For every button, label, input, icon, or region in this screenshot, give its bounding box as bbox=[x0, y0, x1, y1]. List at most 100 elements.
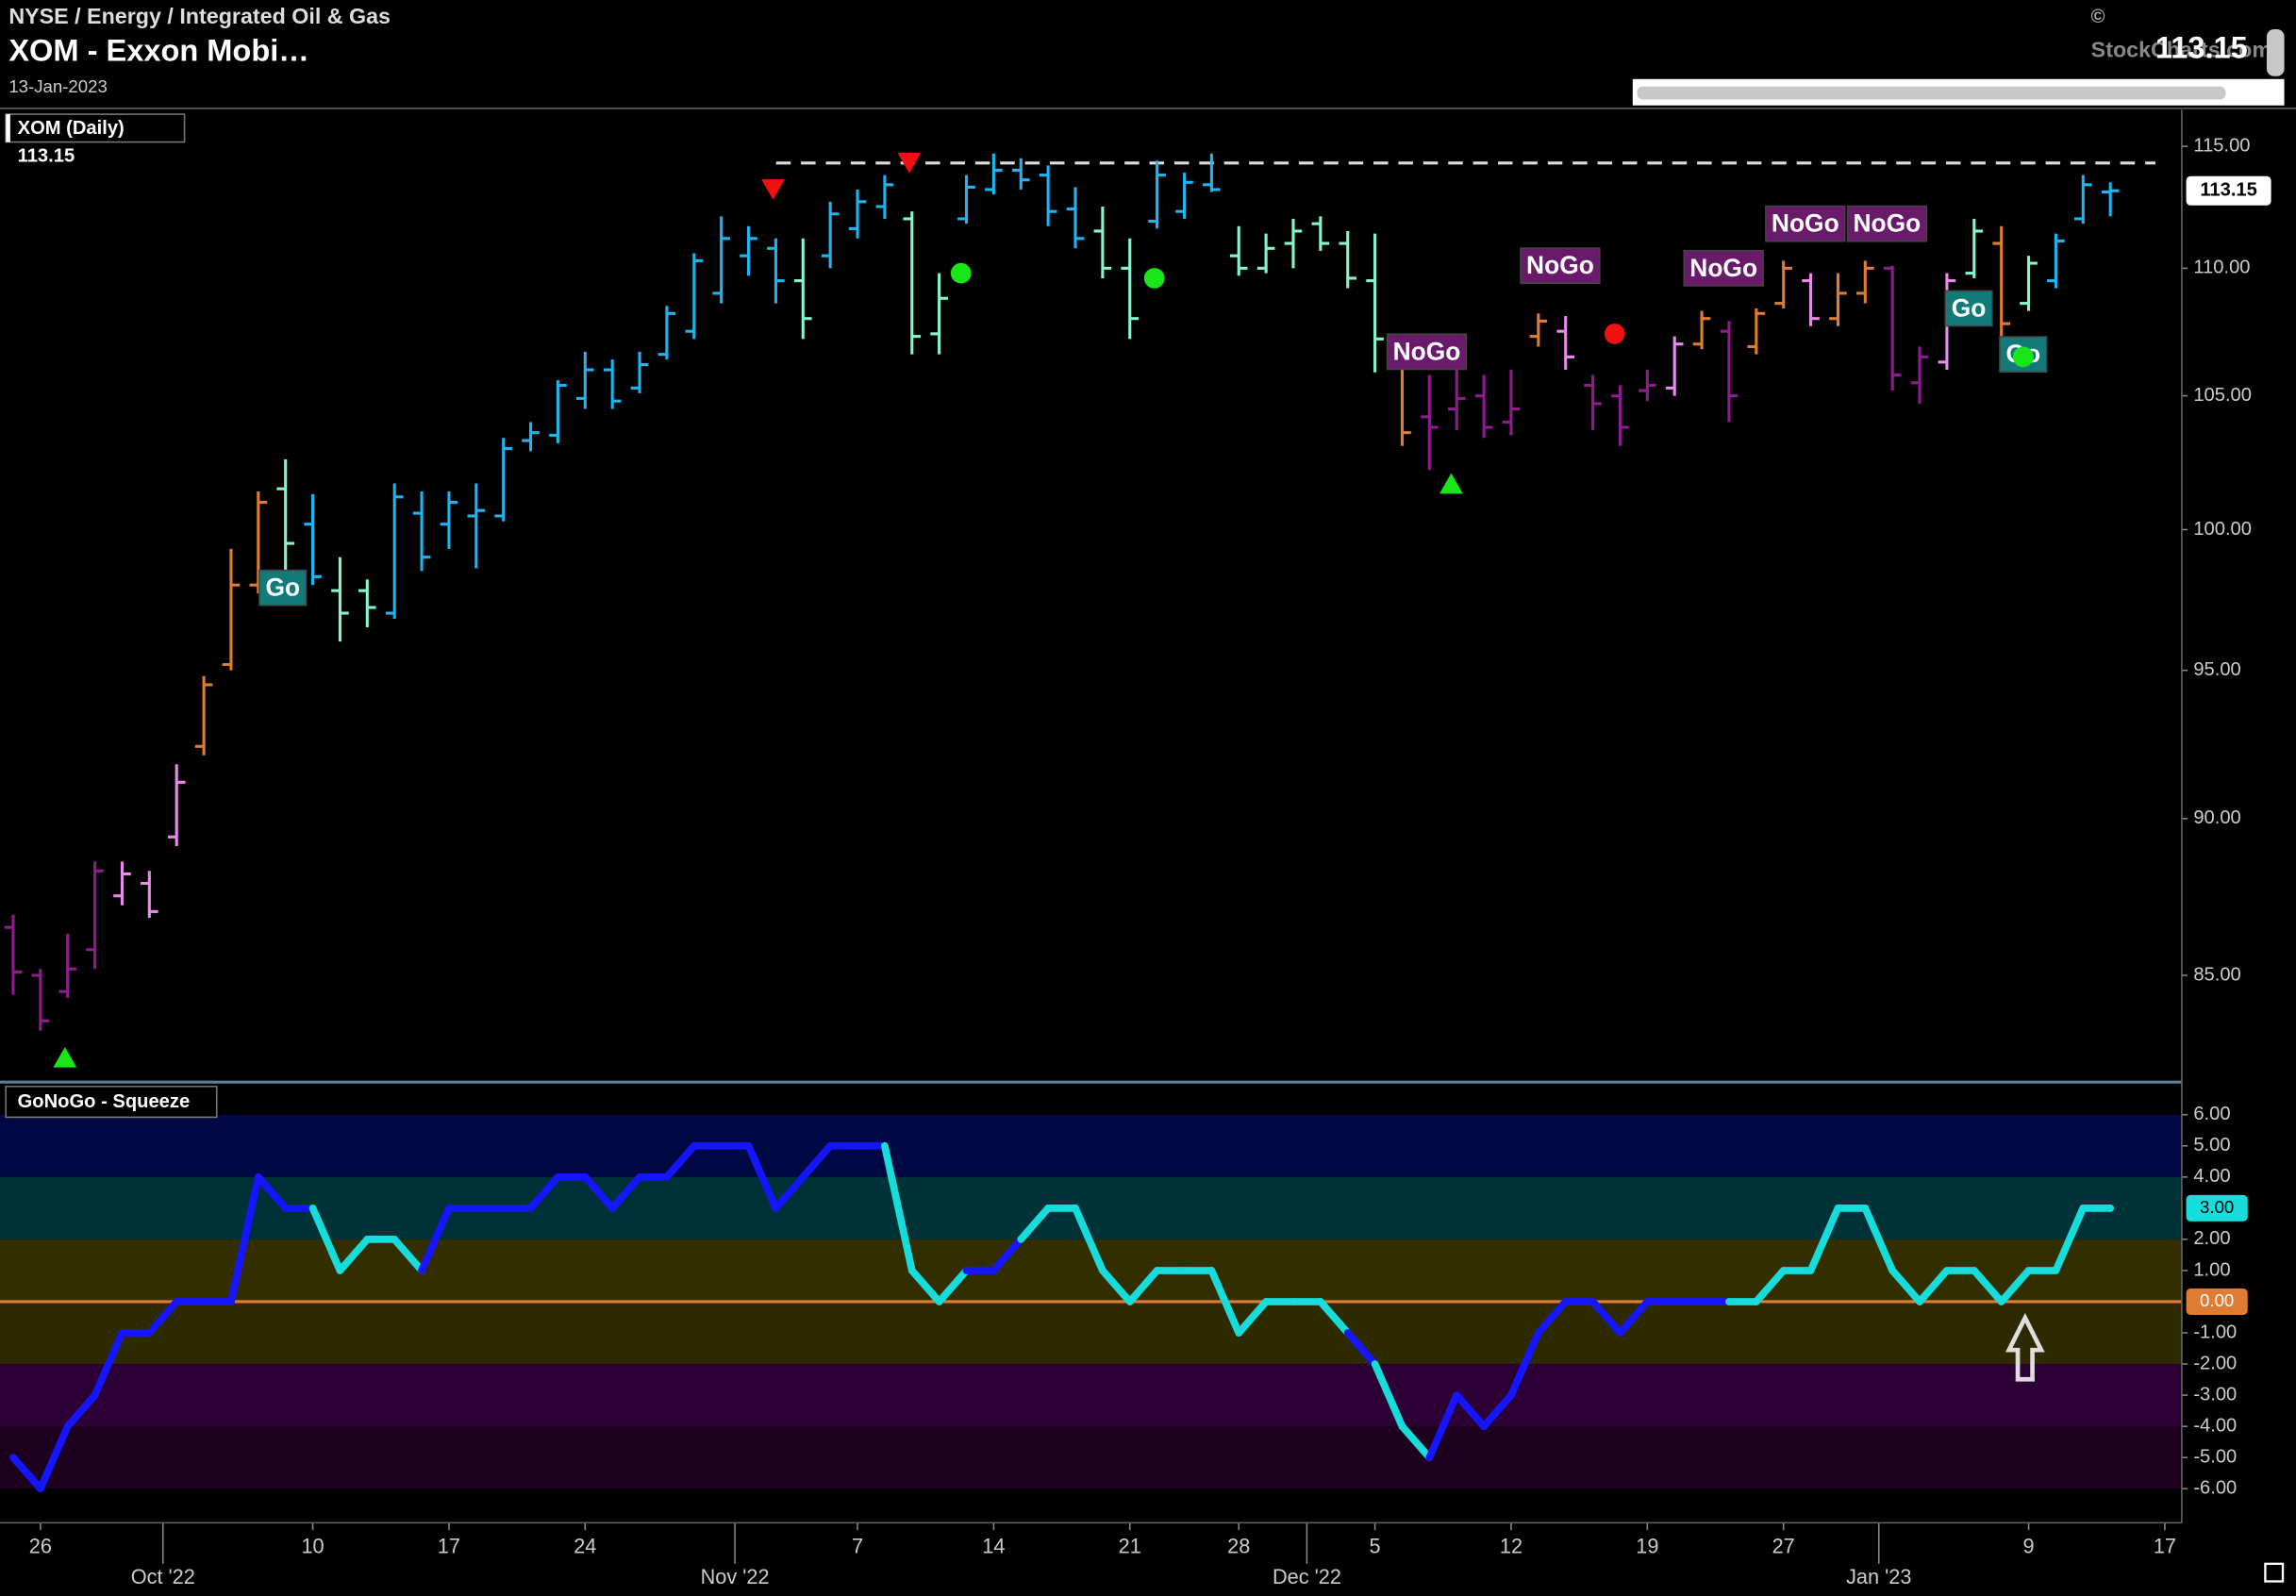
signal-box bbox=[258, 569, 308, 607]
signal-box bbox=[1765, 205, 1846, 242]
squeeze-segment bbox=[254, 1172, 290, 1212]
signal-triangle bbox=[53, 1046, 77, 1068]
signal-triangle bbox=[897, 152, 922, 174]
x-tick-label: 28 bbox=[1227, 1535, 1250, 1558]
squeeze-segment bbox=[907, 1267, 943, 1305]
scrollbar-thumb[interactable] bbox=[1637, 86, 2226, 100]
y2-tick-label: 6.00 bbox=[2193, 1104, 2230, 1124]
squeeze-segment bbox=[227, 1172, 262, 1305]
legend-label: XOM (Daily) bbox=[18, 118, 125, 139]
x-tick-label: 7 bbox=[852, 1535, 863, 1558]
symbol-name: XOM - Exxon Mobi… bbox=[8, 32, 309, 67]
squeeze-segment bbox=[36, 1422, 72, 1493]
y2-tick-label: -2.00 bbox=[2193, 1353, 2237, 1373]
signal-label: Go bbox=[265, 574, 300, 602]
squeeze-segment bbox=[2052, 1204, 2088, 1274]
x-tick-label: 21 bbox=[1119, 1535, 1141, 1558]
squeeze-segment bbox=[1970, 1267, 2005, 1305]
squeeze-segment bbox=[1507, 1329, 1542, 1399]
squeeze-segment bbox=[772, 1172, 807, 1212]
x-tick-label: 9 bbox=[2023, 1535, 2035, 1558]
signal-label: NoGo bbox=[1526, 251, 1594, 279]
squeeze-segment bbox=[1534, 1298, 1570, 1337]
signal-triangle bbox=[1439, 473, 1463, 494]
x-tick-label: 26 bbox=[29, 1535, 52, 1558]
squeeze-segment bbox=[1017, 1204, 1053, 1243]
squeeze-segment bbox=[1589, 1298, 1624, 1337]
squeeze-segment bbox=[1861, 1204, 1897, 1274]
squeeze-segment bbox=[990, 1236, 1025, 1274]
header-price: 113.15 bbox=[2155, 29, 2248, 64]
y-tick-label: 85.00 bbox=[2193, 964, 2240, 985]
y2-tick-label: 5.00 bbox=[2193, 1135, 2230, 1155]
y2-tick-label: -6.00 bbox=[2193, 1478, 2237, 1499]
squeeze-segment bbox=[608, 1172, 643, 1212]
squeeze-segment bbox=[663, 1141, 698, 1181]
squeeze-band bbox=[0, 1426, 2182, 1489]
last-tag-label: 3.00 bbox=[2200, 1197, 2234, 1217]
corner-icon[interactable] bbox=[2264, 1562, 2285, 1583]
signal-box bbox=[1386, 333, 1468, 371]
signal-box bbox=[1683, 249, 1764, 287]
y2-tick-label: -3.00 bbox=[2193, 1384, 2237, 1405]
y-tick-label: 95.00 bbox=[2193, 659, 2240, 680]
signal-label: NoGo bbox=[1772, 209, 1839, 238]
month-label: Dec '22 bbox=[1273, 1565, 1341, 1588]
squeeze-segment bbox=[1888, 1267, 1923, 1305]
copyright: © bbox=[2091, 7, 2105, 27]
squeeze-segment bbox=[1343, 1329, 1379, 1368]
indicator-box bbox=[5, 1086, 218, 1119]
source: StockCharts.com bbox=[2091, 37, 2271, 61]
side-scroll[interactable] bbox=[2266, 29, 2285, 76]
last-tag bbox=[2186, 1194, 2248, 1222]
price-tag bbox=[2186, 175, 2271, 206]
squeeze-segment bbox=[1752, 1267, 1788, 1305]
squeeze-segment bbox=[744, 1141, 780, 1212]
indicator-title: GoNoGo - Squeeze bbox=[18, 1091, 191, 1112]
x-tick-label: 19 bbox=[1636, 1535, 1658, 1558]
y2-tick-label: -5.00 bbox=[2193, 1447, 2237, 1468]
y-tick-label: 115.00 bbox=[2193, 135, 2250, 156]
price-tag-label: 113.15 bbox=[2200, 180, 2257, 201]
squeeze-segment bbox=[1098, 1267, 1134, 1305]
x-tick-label: 17 bbox=[438, 1535, 460, 1558]
y-tick-label: 105.00 bbox=[2193, 385, 2252, 406]
squeeze-segment bbox=[1453, 1391, 1488, 1431]
squeeze-segment bbox=[63, 1391, 99, 1431]
x-tick-label: 5 bbox=[1370, 1535, 1381, 1558]
signal-dot bbox=[1143, 268, 1165, 289]
squeeze-segment bbox=[1125, 1267, 1161, 1305]
squeeze-segment bbox=[1425, 1391, 1461, 1462]
squeeze-segment bbox=[336, 1236, 372, 1274]
squeeze-band bbox=[0, 1114, 2182, 1177]
squeeze-segment bbox=[881, 1141, 916, 1274]
squeeze-segment bbox=[308, 1204, 344, 1274]
squeeze-segment bbox=[91, 1329, 126, 1399]
arrow-up bbox=[2005, 1312, 2045, 1382]
x-tick-label: 24 bbox=[574, 1535, 596, 1558]
squeeze-segment bbox=[1398, 1422, 1434, 1462]
signal-box bbox=[1944, 290, 1993, 327]
squeeze-segment bbox=[1480, 1391, 1515, 1431]
squeeze-segment bbox=[1916, 1267, 1951, 1305]
y2-tick-label: -1.00 bbox=[2193, 1322, 2237, 1342]
y2-tick-label: 4.00 bbox=[2193, 1166, 2230, 1187]
x-tick-label: 27 bbox=[1772, 1535, 1795, 1558]
squeeze-band bbox=[0, 1301, 2182, 1365]
signal-label: NoGo bbox=[1854, 209, 1922, 238]
squeeze-segment bbox=[9, 1454, 44, 1493]
y2-tick-label: 1.00 bbox=[2193, 1259, 2230, 1280]
squeeze-segment bbox=[145, 1298, 181, 1337]
signal-dot bbox=[1604, 324, 1625, 344]
signal-box bbox=[1846, 205, 1928, 242]
squeeze-segment bbox=[935, 1267, 971, 1305]
squeeze-segment bbox=[1371, 1360, 1406, 1431]
date: 13-Jan-2023 bbox=[8, 76, 108, 96]
legend-value: 113.15 bbox=[18, 145, 75, 166]
y2-tick-label: -4.00 bbox=[2193, 1415, 2237, 1436]
signal-label: NoGo bbox=[1689, 254, 1757, 282]
y-tick-label: 100.00 bbox=[2193, 519, 2252, 540]
month-label: Nov '22 bbox=[701, 1565, 770, 1588]
x-tick-label: 12 bbox=[1500, 1535, 1522, 1558]
